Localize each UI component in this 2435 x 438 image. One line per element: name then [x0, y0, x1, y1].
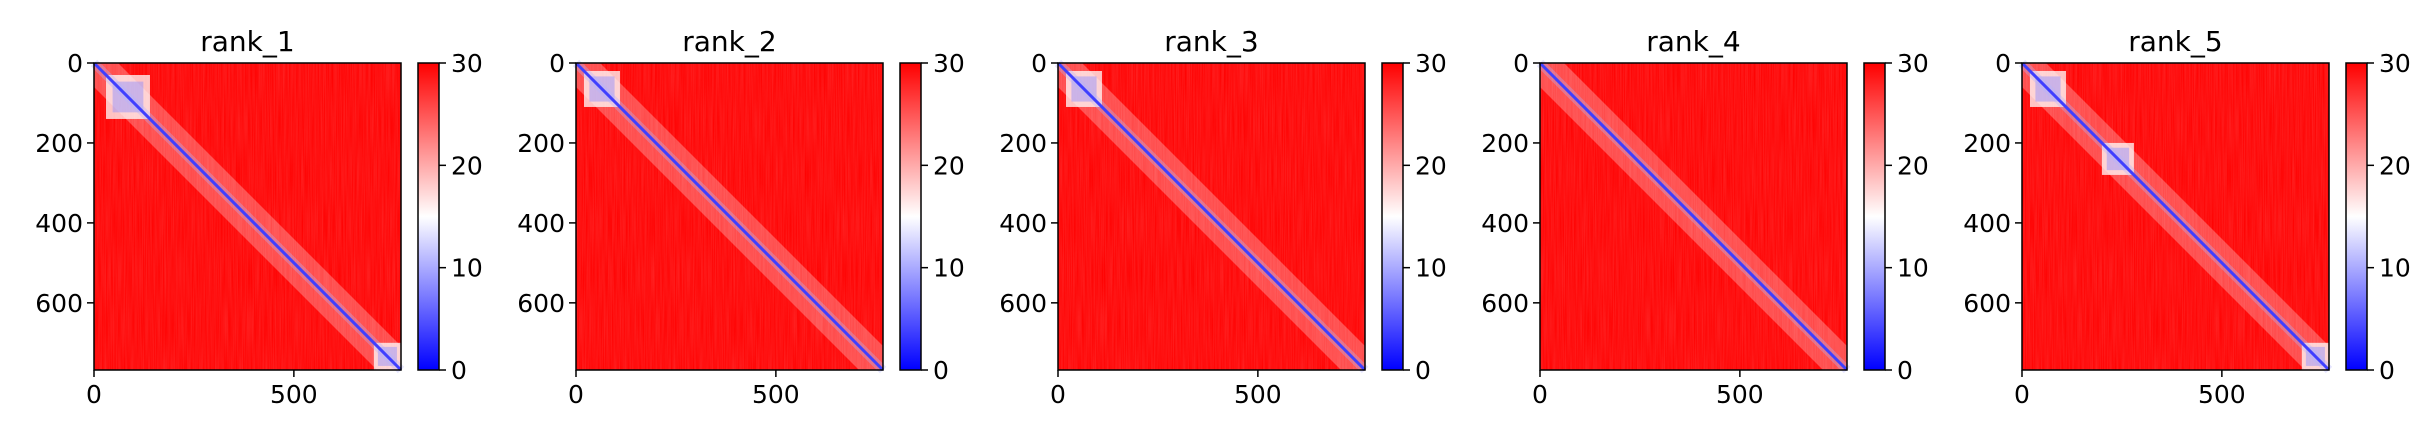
y-tick-label: 200	[35, 129, 83, 158]
diagonal-halo	[2018, 59, 2333, 374]
x-tick-label: 0	[86, 380, 102, 409]
colorbar-frame	[1863, 62, 1886, 371]
x-tick-label: 500	[752, 380, 800, 409]
y-tick-label: 0	[549, 49, 565, 78]
colorbar-tick-label: 10	[1415, 254, 1447, 283]
y-tick-label: 400	[517, 209, 565, 238]
y-tick-label: 400	[999, 209, 1047, 238]
colorbar-tick-label: 0	[451, 356, 467, 385]
y-tick-label: 0	[1031, 49, 1047, 78]
colorbar-tick-label: 10	[1897, 254, 1929, 283]
heatmap-panel: rank_4 0 500 0 200 400 600 0 10 20 30	[1481, 25, 1929, 409]
diagonal-halo	[572, 59, 887, 374]
colorbar-frame	[417, 62, 440, 371]
x-tick-label: 0	[1532, 380, 1548, 409]
y-tick-label: 200	[1963, 129, 2011, 158]
y-tick-label: 600	[35, 289, 83, 318]
heatmap-panel: rank_2 0 500 0 200 400 600 0 10 20 30	[517, 25, 965, 409]
y-tick-label: 200	[1481, 129, 1529, 158]
colorbar	[1864, 63, 1885, 370]
x-tick-label: 500	[2198, 380, 2246, 409]
colorbar-tick-label: 0	[933, 356, 949, 385]
diagonal-line	[574, 61, 885, 372]
colorbar-tick-label: 10	[451, 254, 483, 283]
colorbar-frame	[899, 62, 922, 371]
y-tick-label: 600	[1481, 289, 1529, 318]
colorbar-tick-label: 30	[451, 49, 483, 78]
axes-frame	[1539, 62, 1848, 371]
y-tick-label: 400	[1481, 209, 1529, 238]
x-tick-label: 0	[2014, 380, 2030, 409]
colorbar-frame	[1381, 62, 1404, 371]
x-tick-label: 0	[1050, 380, 1066, 409]
axes-frame	[93, 62, 402, 371]
heatmap-panel: rank_3 0 500 0 200 400 600 0 10 20 30	[999, 25, 1447, 409]
colorbar	[900, 63, 921, 370]
diagonal-halo	[1536, 59, 1851, 374]
axes-frame	[1057, 62, 1366, 371]
y-tick-label: 600	[1963, 289, 2011, 318]
colorbar-tick-label: 10	[2379, 254, 2411, 283]
colorbar	[1382, 63, 1403, 370]
y-tick-label: 600	[517, 289, 565, 318]
y-tick-label: 400	[35, 209, 83, 238]
colorbar-tick-label: 20	[1415, 151, 1447, 180]
x-tick-label: 500	[270, 380, 318, 409]
diagonal-halo	[1054, 59, 1369, 374]
colorbar-tick-label: 20	[2379, 151, 2411, 180]
diagonal-halo	[90, 59, 405, 374]
y-tick-label: 0	[1995, 49, 2011, 78]
diagonal-line	[2020, 61, 2331, 372]
colorbar-tick-label: 30	[2379, 49, 2411, 78]
y-tick-label: 0	[1513, 49, 1529, 78]
colorbar-frame	[2345, 62, 2368, 371]
diagonal-line	[1538, 61, 1849, 372]
diagonal-line	[1056, 61, 1367, 372]
colorbar-tick-label: 30	[1415, 49, 1447, 78]
chart-title: rank_2	[682, 25, 776, 58]
colorbar-tick-label: 30	[933, 49, 965, 78]
y-tick-label: 200	[517, 129, 565, 158]
y-tick-label: 0	[67, 49, 83, 78]
axes-frame	[2021, 62, 2330, 371]
colorbar-tick-label: 20	[933, 151, 965, 180]
heatmap-panel: rank_1 0 500 0 200 400 600 0 10 20 30	[35, 25, 483, 409]
chart-title: rank_5	[2128, 25, 2222, 58]
diagonal-line	[92, 61, 403, 372]
colorbar	[418, 63, 439, 370]
colorbar-tick-label: 0	[1897, 356, 1913, 385]
x-tick-label: 500	[1716, 380, 1764, 409]
axes-frame	[575, 62, 884, 371]
y-tick-label: 400	[1963, 209, 2011, 238]
y-tick-label: 200	[999, 129, 1047, 158]
heatmap-panel: rank_5 0 500 0 200 400 600 0 10 20 30	[1963, 25, 2411, 409]
y-tick-label: 600	[999, 289, 1047, 318]
chart-title: rank_3	[1164, 25, 1258, 58]
colorbar	[2346, 63, 2367, 370]
colorbar-tick-label: 0	[1415, 356, 1431, 385]
colorbar-tick-label: 20	[451, 151, 483, 180]
chart-title: rank_1	[200, 25, 294, 58]
colorbar-tick-label: 10	[933, 254, 965, 283]
colorbar-tick-label: 0	[2379, 356, 2395, 385]
chart-title: rank_4	[1646, 25, 1740, 58]
colorbar-tick-label: 20	[1897, 151, 1929, 180]
x-tick-label: 500	[1234, 380, 1282, 409]
x-tick-label: 0	[568, 380, 584, 409]
colorbar-tick-label: 30	[1897, 49, 1929, 78]
